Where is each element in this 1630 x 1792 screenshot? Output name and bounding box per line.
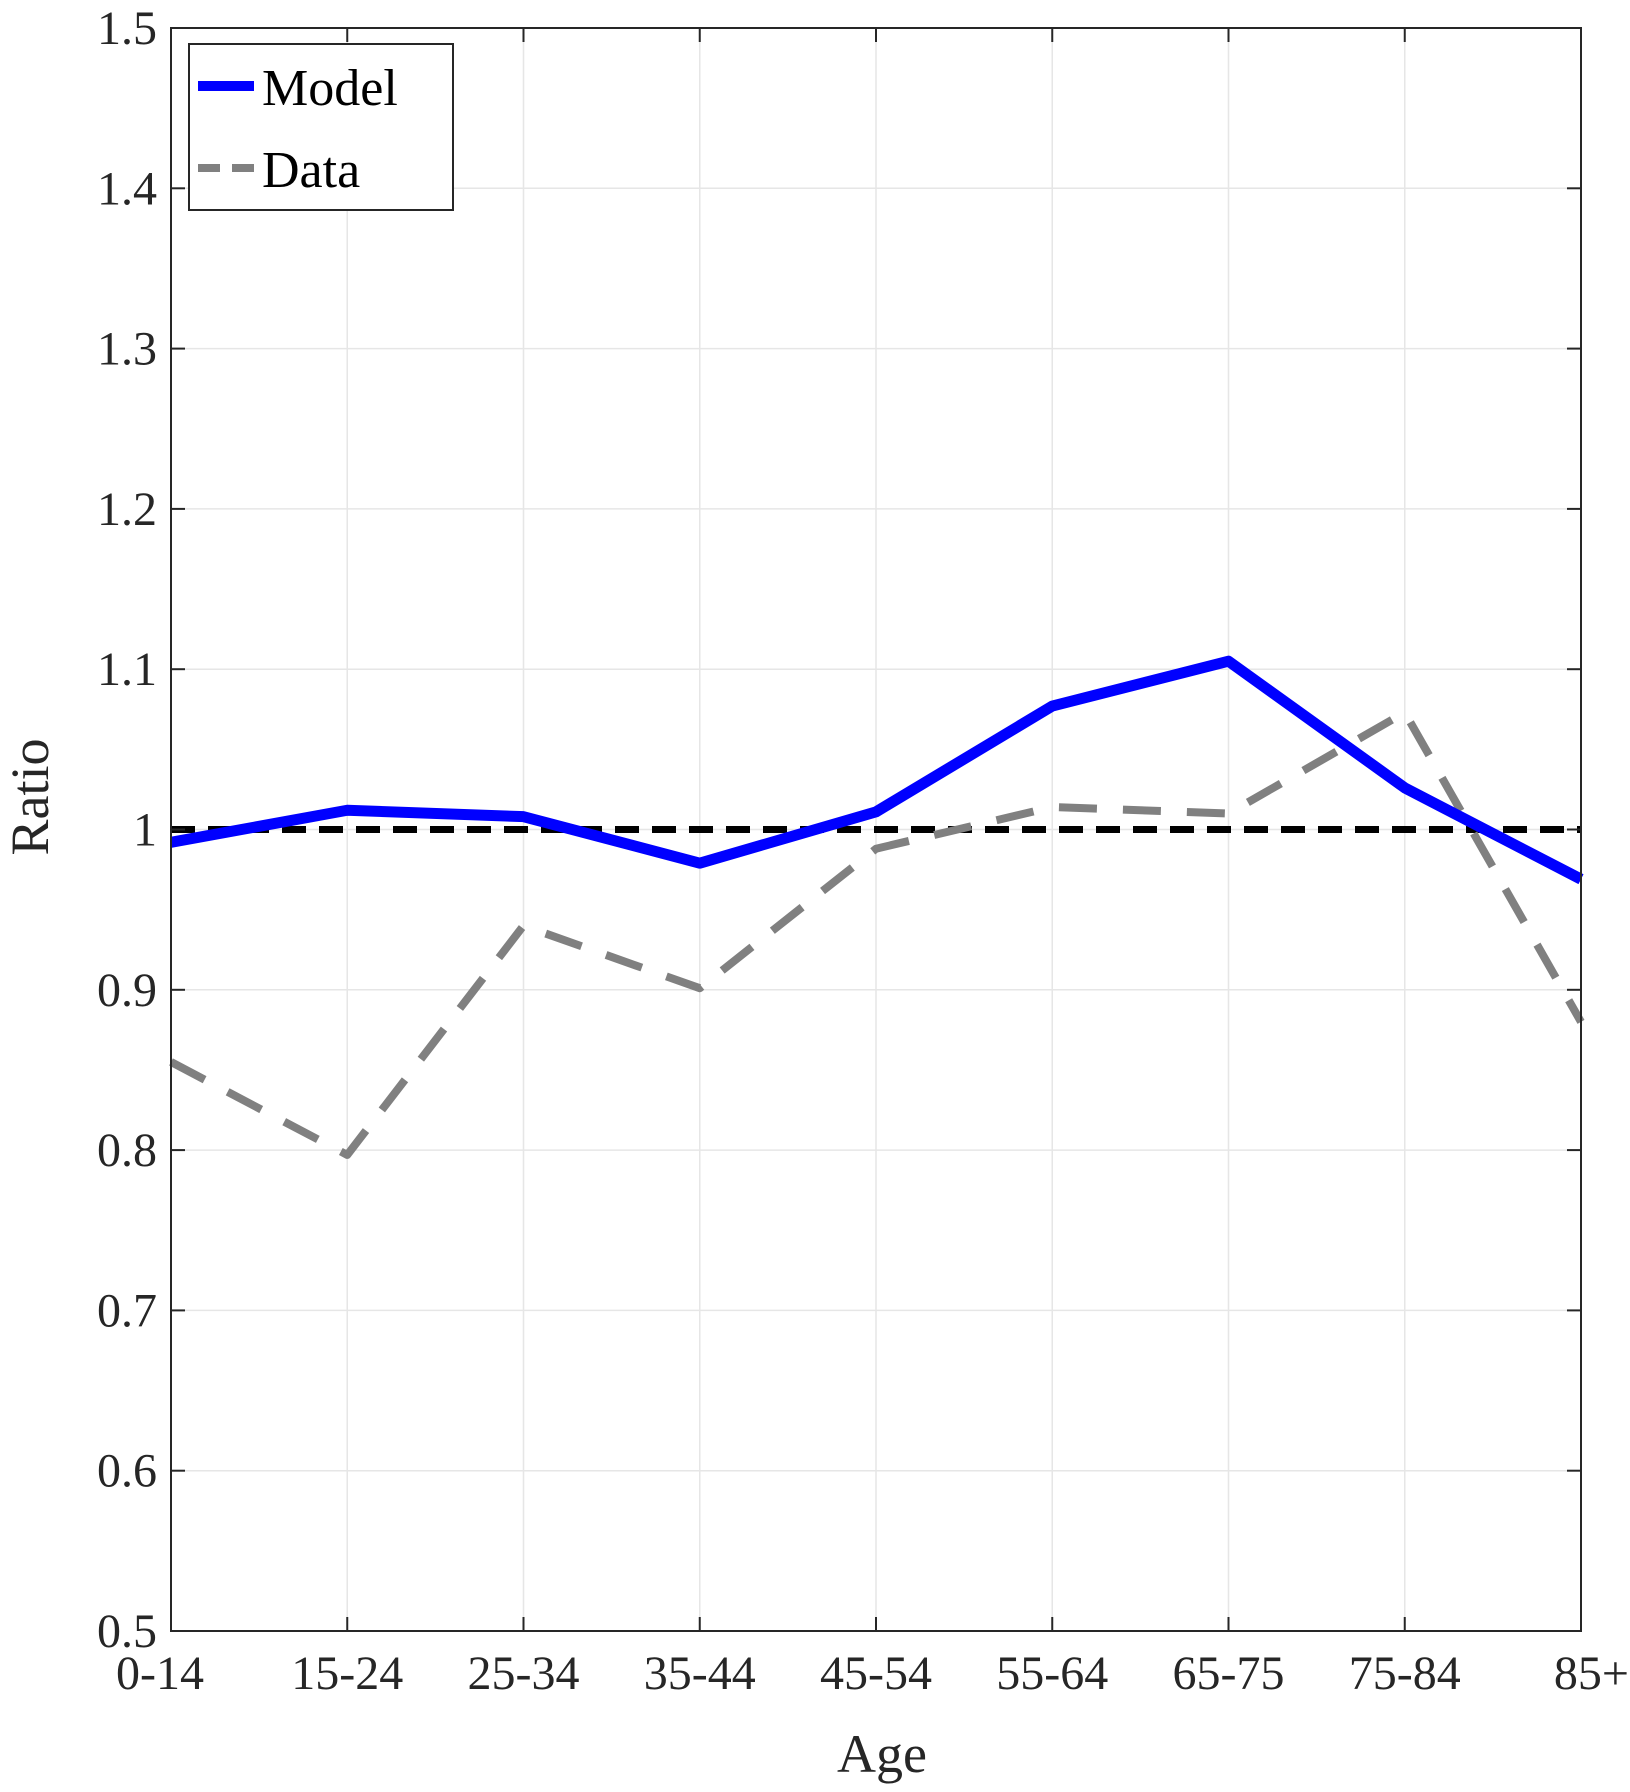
series-model-line [170, 655, 1584, 885]
x-tick-label: 85+ [1554, 1647, 1629, 1700]
y-tick-label: 0.5 [97, 1605, 157, 1658]
x-tick-label: 0-14 [116, 1647, 204, 1700]
x-tick-labels: 0-14 15-24 25-34 35-44 45-54 55-64 65-75 75-84 8… [116, 1647, 1629, 1700]
x-tick-label: 65-75 [1173, 1647, 1285, 1700]
x-tick-label: 75-84 [1349, 1647, 1461, 1700]
legend-box [188, 43, 454, 211]
y-tick-label: 1.3 [97, 323, 157, 376]
y-tick-label: 1.5 [97, 2, 157, 55]
y-tick-label: 0.7 [97, 1284, 157, 1337]
series-data-line [169, 708, 1585, 1159]
series-layer [169, 655, 1585, 1159]
y-tick-label: 0.6 [97, 1445, 157, 1498]
ticks [170, 27, 1582, 1632]
y-tick-label: 0.9 [97, 964, 157, 1017]
legend-data-label: Data [262, 142, 360, 199]
x-tick-label: 45-54 [820, 1647, 932, 1700]
x-tick-label: 15-24 [291, 1647, 403, 1700]
y-tick-label: 1.4 [97, 162, 157, 215]
legend-model-label: Model [262, 60, 398, 117]
x-axis-label: Age [837, 1724, 927, 1784]
y-tick-labels: 0.5 0.6 0.7 0.8 0.9 1 1.1 1.2 1.3 1.4 1.5 [97, 2, 157, 1658]
y-axis-label: Ratio [0, 739, 60, 856]
y-tick-label: 1.1 [97, 643, 157, 696]
x-tick-label: 25-34 [468, 1647, 580, 1700]
x-tick-label: 35-44 [644, 1647, 756, 1700]
y-tick-label: 1 [133, 804, 157, 857]
legend: Model Data [188, 43, 454, 211]
y-tick-label: 0.8 [97, 1124, 157, 1177]
x-tick-label: 55-64 [996, 1647, 1108, 1700]
y-tick-label: 1.2 [97, 483, 157, 536]
